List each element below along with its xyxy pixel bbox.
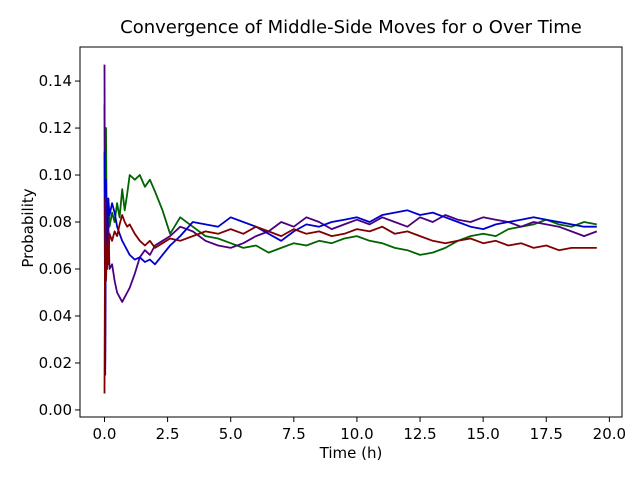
x-tick-label: 15.0 <box>466 425 499 443</box>
y-tick-label: 0.12 <box>39 119 72 137</box>
x-tick-label: 0.0 <box>93 425 117 443</box>
y-tick-label: 0.10 <box>39 166 72 184</box>
y-tick-label: 0.08 <box>39 213 72 231</box>
chart-title: Convergence of Middle-Side Moves for o O… <box>120 17 582 38</box>
x-tick-label: 10.0 <box>340 425 373 443</box>
x-tick-label: 12.5 <box>403 425 436 443</box>
x-axis-label: Time (h) <box>319 444 383 462</box>
y-axis: 0.00 0.02 0.04 0.06 0.08 0.10 0.12 0.14 <box>39 72 80 419</box>
x-tick-label: 7.5 <box>282 425 306 443</box>
x-tick-label: 17.5 <box>530 425 563 443</box>
plot-frame <box>79 46 623 418</box>
y-tick-label: 0.02 <box>39 354 72 372</box>
y-axis-label: Probability <box>19 188 37 267</box>
series-line-2 <box>103 64 598 364</box>
y-tick-label: 0.06 <box>39 260 72 278</box>
series-line-3 <box>103 151 597 376</box>
x-axis: 0.0 2.5 5.0 7.5 10.0 12.5 15.0 17.5 20.0 <box>93 417 626 443</box>
plot-lines <box>103 64 598 394</box>
x-tick-label: 2.5 <box>156 425 180 443</box>
x-tick-label: 5.0 <box>219 425 243 443</box>
y-tick-label: 0.00 <box>39 401 72 419</box>
y-tick-label: 0.04 <box>39 307 72 325</box>
x-tick-label: 20.0 <box>593 425 626 443</box>
series-line-1 <box>103 104 597 270</box>
series-line-4 <box>103 197 597 394</box>
y-tick-label: 0.14 <box>39 72 72 90</box>
